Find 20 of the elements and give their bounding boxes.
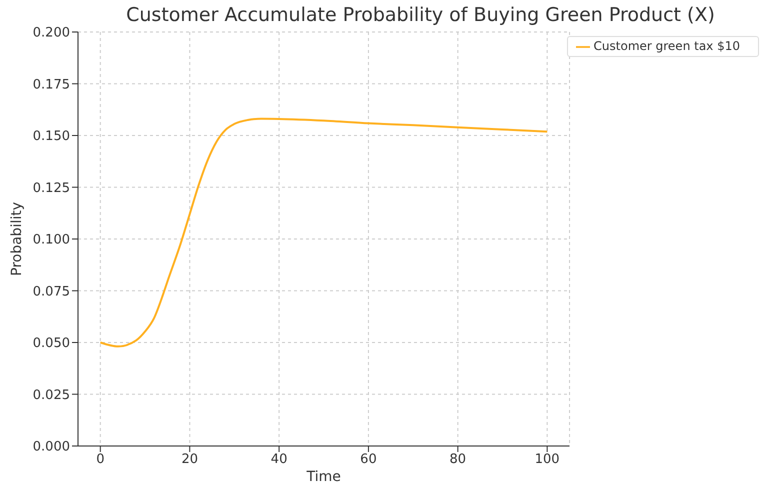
chart-title: Customer Accumulate Probability of Buying Green Product (X) <box>125 4 716 26</box>
y-tick-label: 0.000 <box>32 440 70 455</box>
x-tick-label: 60 <box>360 452 377 468</box>
y-tick-label: 0.050 <box>32 336 70 352</box>
y-axis-title: Probability <box>8 202 25 276</box>
x-tick-label: 0 <box>96 452 104 468</box>
y-tick-label: 0.075 <box>32 284 70 300</box>
y-tick-label: 0.025 <box>32 388 70 403</box>
y-tick-label: 0.125 <box>32 180 70 196</box>
x-tick-label: 40 <box>270 452 288 468</box>
x-axis-title: Time <box>306 469 341 485</box>
x-tick-label: 100 <box>534 452 560 468</box>
y-tick-label: 0.100 <box>32 232 70 248</box>
x-tick-label: 20 <box>181 452 198 468</box>
y-tick-label: 0.150 <box>32 129 70 144</box>
x-tick-label: 80 <box>450 452 466 468</box>
line-series <box>99 118 548 348</box>
y-tick-label: 0.175 <box>32 77 70 92</box>
legend-label: Customer green tax $10 <box>594 39 740 53</box>
y-tick-label: 0.200 <box>32 26 70 41</box>
